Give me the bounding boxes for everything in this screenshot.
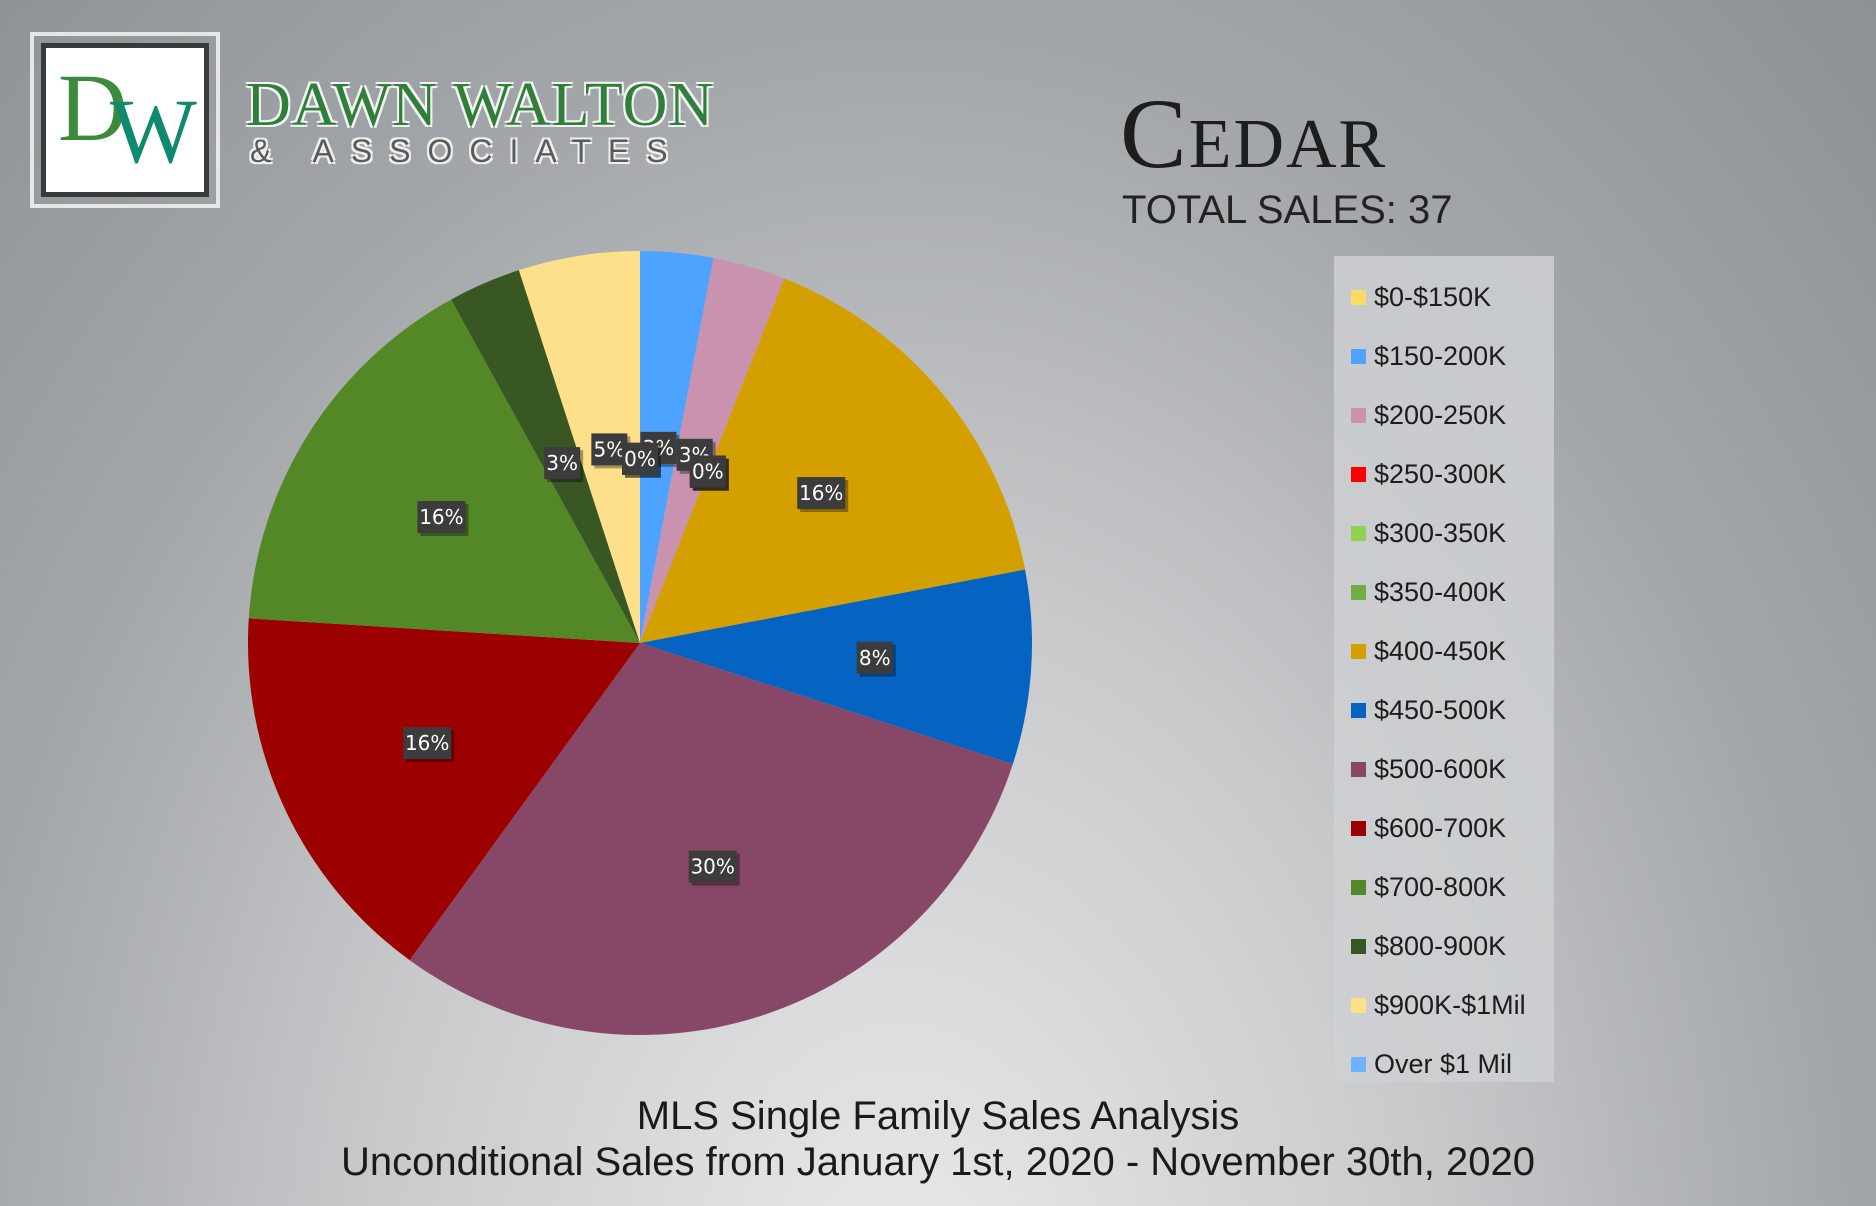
legend-label: $900K-$1Mil [1374,990,1526,1020]
legend-label: $150-200K [1374,341,1507,371]
legend-item-900k-1mil: $900K-$1Mil [1334,976,1554,1035]
footer-date-range: Unconditional Sales from January 1st, 20… [340,1140,1535,1184]
legend-label: $350-400K [1374,577,1507,607]
legend-item-300-350k: $300-350K [1334,504,1554,563]
legend-swatch [1351,880,1366,895]
logo-monogram: D W [41,43,209,197]
svg-text:16%: 16% [799,481,843,505]
legend-swatch [1351,290,1366,305]
legend-label: $800-900K [1374,931,1507,961]
legend-item-150-200k: $150-200K [1334,327,1554,386]
legend-swatch [1351,467,1366,482]
pie-slice-600-700k [248,618,640,961]
legend-swatch [1351,1057,1366,1072]
data-label-500-600k: 30% [688,850,740,886]
legend-swatch [1351,349,1366,364]
logo-letter-w: W [110,80,197,182]
legend-item-400-450k: $400-450K [1334,622,1554,681]
legend-swatch [1351,998,1366,1013]
footer-title: MLS Single Family Sales Analysis [636,1094,1240,1138]
legend-label: $300-350K [1374,518,1507,548]
legend-label: $200-250K [1374,400,1507,430]
data-label-450-500k: 8% [856,641,896,677]
pie-slice-450-500k [640,569,1032,765]
data-label-400-450k: 16% [797,477,849,513]
legend-label: $450-500K [1374,695,1507,725]
legend-label: $250-300K [1374,459,1507,489]
legend-label: Over $1 Mil [1374,1049,1513,1079]
legend-swatch [1351,585,1366,600]
svg-text:5%: 5% [593,437,625,461]
pie-slice-500-600k [409,643,1013,1035]
total-sales: TOTAL SALES: 37 [1122,188,1453,232]
data-label-800-900k: 3% [544,447,584,483]
pie-slice-900k-1mil [518,251,640,643]
legend-item-500-600k: $500-600K [1334,740,1554,799]
chart-legend: $0-$150K $150-200K $200-250K $250-300K $300-… [1334,256,1554,1082]
legend-item-350-400k: $350-400K [1334,563,1554,622]
logo-frame: D W [30,32,220,208]
legend-item-800-900k: $800-900K [1334,917,1554,976]
legend-swatch [1351,762,1366,777]
chart-title: Cedar [1120,78,1388,189]
svg-text:0%: 0% [624,447,656,471]
pie-slice-700-800k [248,299,640,643]
data-label-900k-1mil: 5% [591,433,631,469]
legend-label: $0-$150K [1374,282,1492,312]
svg-text:30%: 30% [690,855,734,879]
legend-swatch [1351,408,1366,423]
legend-label: $400-450K [1374,636,1507,666]
data-label-700-800k: 16% [417,500,469,536]
legend-item-450-500k: $450-500K [1334,681,1554,740]
data-label-over-1-mil: 0% [622,442,661,478]
legend-swatch [1351,644,1366,659]
legend-item-600-700k: $600-700K [1334,799,1554,858]
legend-swatch [1351,821,1366,836]
legend-label: $600-700K [1374,813,1507,843]
brand-name: DAWN WALTON [246,71,715,139]
data-label-600-700k: 16% [403,727,455,763]
svg-text:3%: 3% [546,451,578,475]
legend-item-over-1-mil: Over $1 Mil [1334,1035,1554,1094]
logo-letter-d: D [58,54,128,161]
legend-swatch [1351,703,1366,718]
svg-text:8%: 8% [859,646,891,670]
pie-data-labels: 0%3%3%0%0%0%16%8%30%16%16%3%5%0% [403,431,896,886]
legend-item-250-300k: $250-300K [1334,445,1554,504]
legend-label: $700-800K [1374,872,1507,902]
legend-swatch [1351,526,1366,541]
legend-item-200-250k: $200-250K [1334,386,1554,445]
data-label-350-400k: 0% [689,455,729,491]
legend-item-700-800k: $700-800K [1334,858,1554,917]
pie-slice-400-450k [640,278,1026,643]
svg-text:16%: 16% [419,505,463,529]
legend-label: $500-600K [1374,754,1507,784]
legend-item-0-150k: $0-$150K [1334,268,1554,327]
svg-text:0%: 0% [692,460,724,484]
pie-slices [248,251,1032,1035]
svg-text:16%: 16% [405,731,449,755]
brand-subtitle: & ASSOCIATES [250,133,685,169]
legend-swatch [1351,939,1366,954]
